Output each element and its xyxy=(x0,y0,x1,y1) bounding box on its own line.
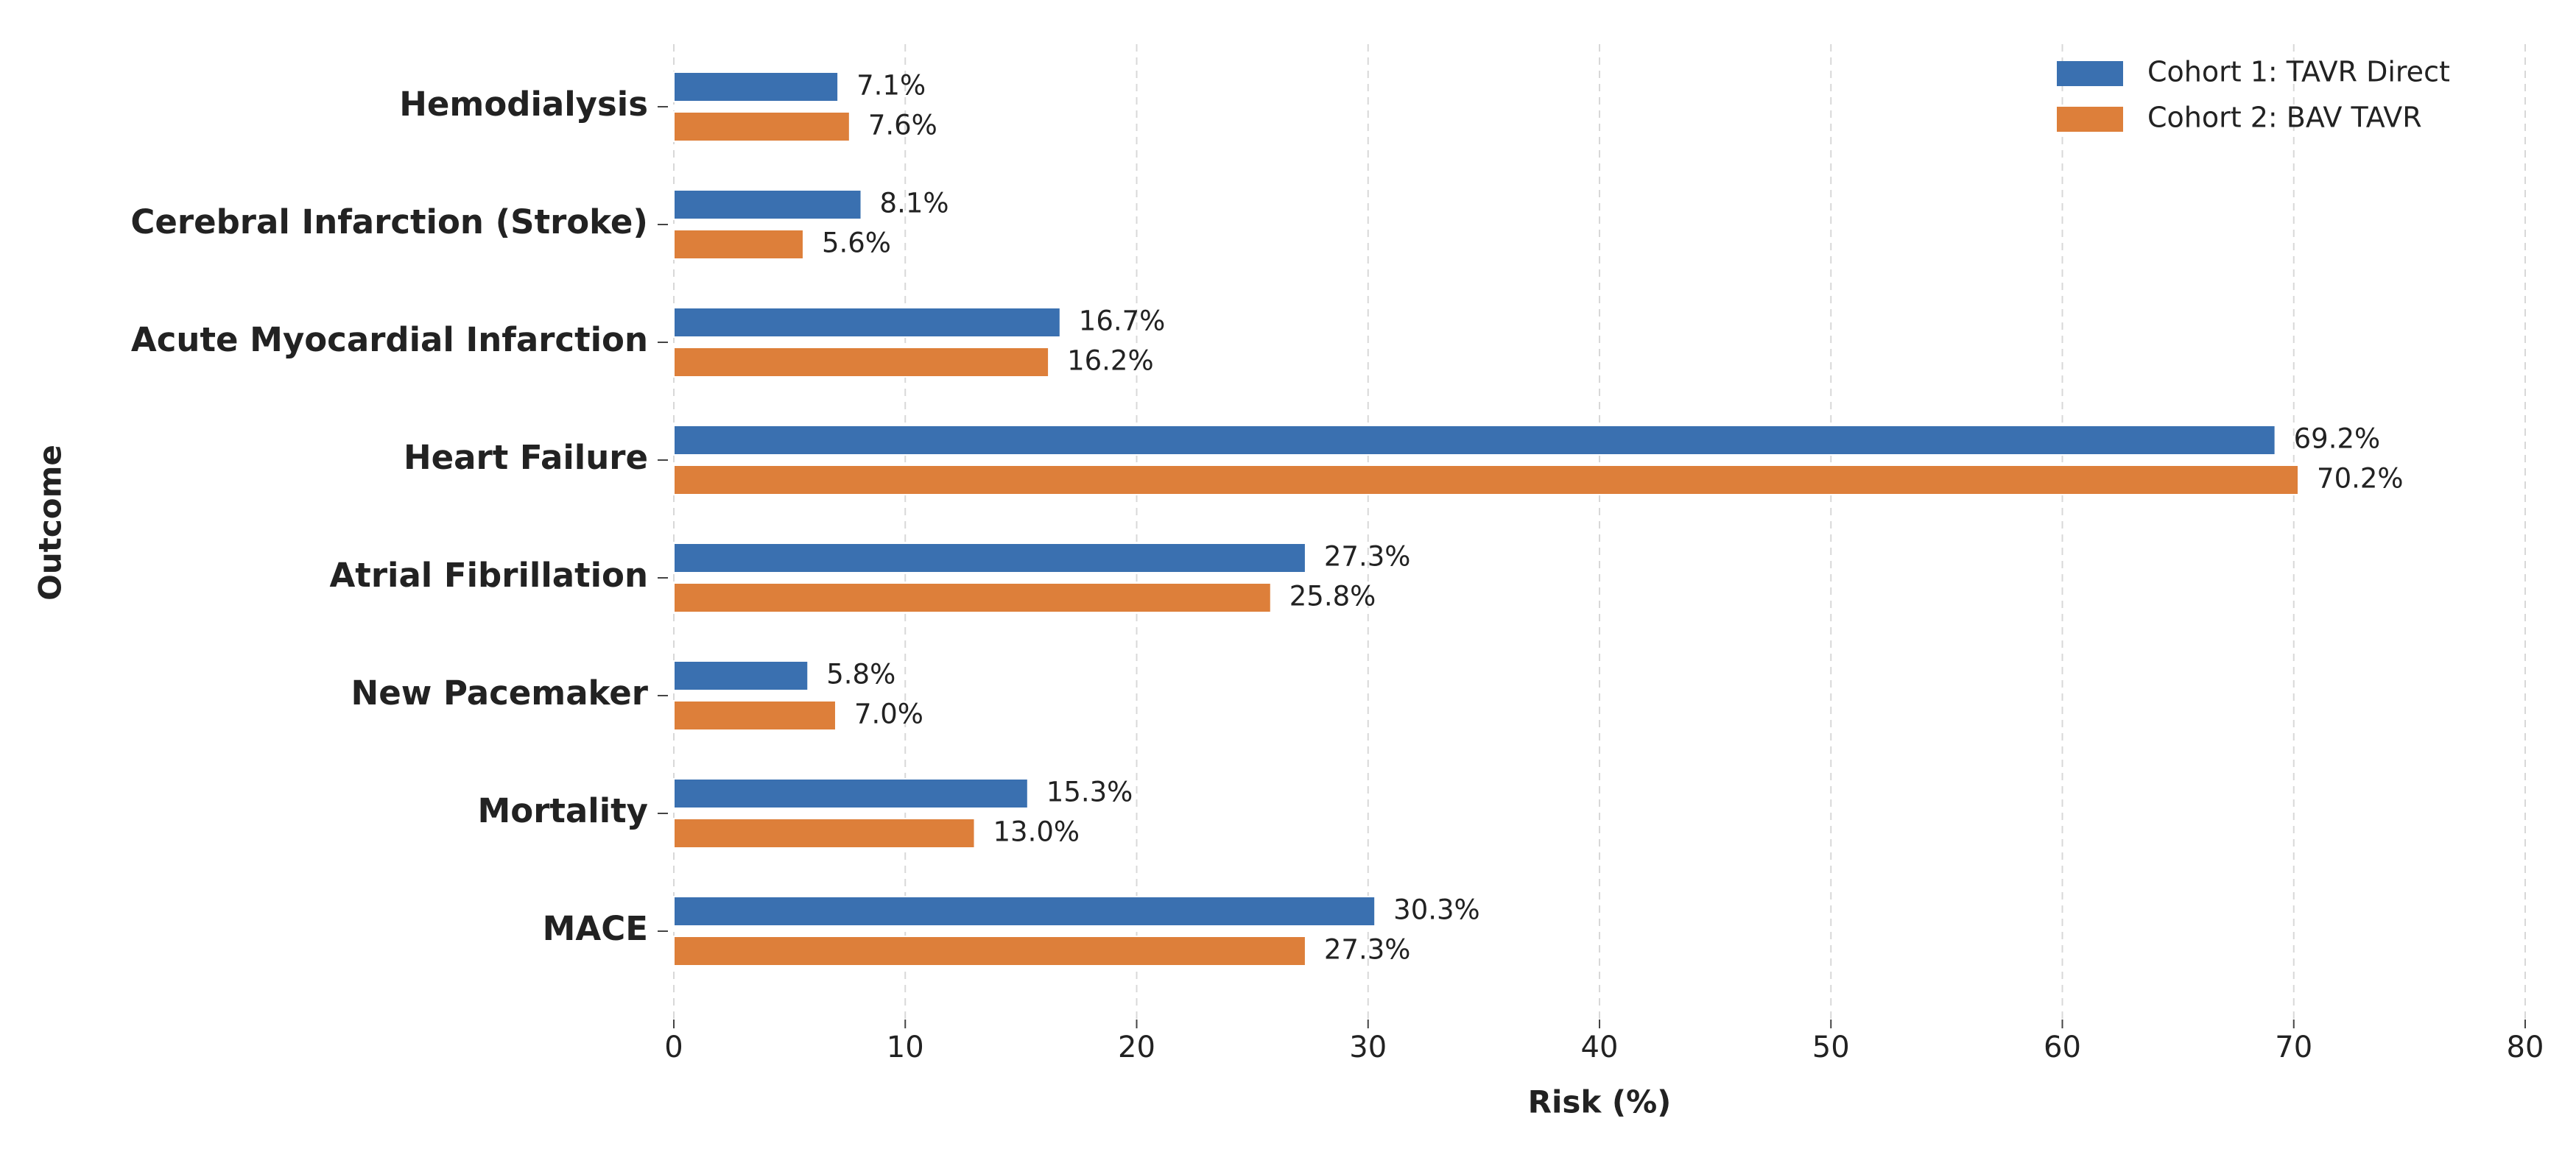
value-label: 25.8% xyxy=(1289,581,1376,612)
bar xyxy=(673,347,1050,378)
bar xyxy=(673,582,1272,613)
legend-label: Cohort 1: TAVR Direct xyxy=(2147,56,2450,88)
bar xyxy=(673,189,862,220)
value-label: 8.1% xyxy=(880,188,949,219)
bar xyxy=(673,700,837,731)
x-tick-label: 40 xyxy=(1581,1031,1619,1064)
y-tick-label: Hemodialysis xyxy=(399,85,648,124)
bar xyxy=(673,425,2276,456)
value-label: 5.8% xyxy=(826,659,895,690)
bar xyxy=(673,71,840,102)
x-tick-label: 80 xyxy=(2507,1031,2544,1064)
legend-swatch xyxy=(2057,61,2123,86)
value-label: 7.0% xyxy=(854,699,923,730)
legend-swatch xyxy=(2057,107,2123,132)
legend-label: Cohort 2: BAV TAVR xyxy=(2147,102,2422,134)
x-axis-title: Risk (%) xyxy=(1528,1084,1672,1120)
x-tick-label: 20 xyxy=(1118,1031,1155,1064)
bar xyxy=(673,111,851,142)
value-label: 16.7% xyxy=(1079,305,1166,337)
y-tick-label: Mortality xyxy=(478,791,648,830)
bar xyxy=(673,464,2300,495)
bar xyxy=(673,778,1029,809)
value-label: 5.6% xyxy=(822,227,891,259)
y-tick-label: New Pacemaker xyxy=(351,674,649,713)
y-tick-label: MACE xyxy=(543,909,648,948)
y-axis-title: Outcome xyxy=(32,445,68,601)
value-label: 13.0% xyxy=(993,816,1080,848)
bar xyxy=(673,896,1376,927)
value-label: 15.3% xyxy=(1046,777,1133,808)
value-label: 16.2% xyxy=(1067,345,1154,377)
bar xyxy=(673,936,1306,967)
bar xyxy=(673,543,1306,573)
bar xyxy=(673,660,809,691)
bar xyxy=(673,818,976,849)
x-tick-label: 10 xyxy=(887,1031,924,1064)
y-tick-label: Cerebral Infarction (Stroke) xyxy=(130,202,648,241)
bar xyxy=(673,307,1061,338)
value-label: 27.3% xyxy=(1324,934,1411,966)
value-label: 7.6% xyxy=(868,110,937,141)
y-tick-label: Atrial Fibrillation xyxy=(329,556,648,595)
x-tick-label: 0 xyxy=(664,1031,683,1064)
value-label: 69.2% xyxy=(2294,423,2381,455)
y-tick-label: Acute Myocardial Infarction xyxy=(131,320,648,359)
x-tick-label: 50 xyxy=(1812,1031,1850,1064)
value-label: 27.3% xyxy=(1324,541,1411,573)
x-tick-label: 60 xyxy=(2044,1031,2081,1064)
x-tick-label: 30 xyxy=(1349,1031,1387,1064)
y-tick-label: Heart Failure xyxy=(404,438,648,477)
value-label: 70.2% xyxy=(2317,463,2404,495)
value-label: 7.1% xyxy=(856,70,926,102)
x-tick-label: 70 xyxy=(2275,1031,2312,1064)
value-label: 30.3% xyxy=(1393,894,1480,926)
bar xyxy=(673,229,804,260)
